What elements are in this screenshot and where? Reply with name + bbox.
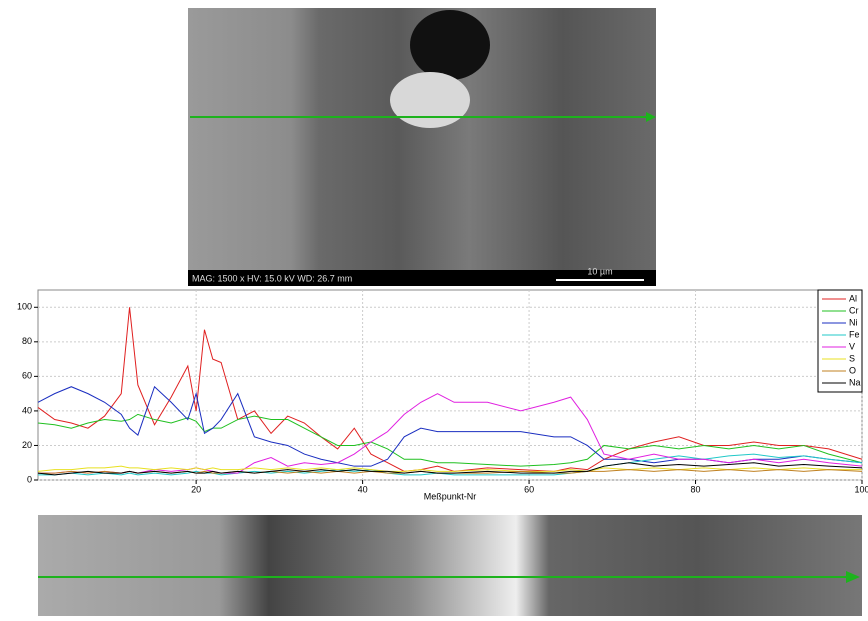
legend-label: V: [849, 341, 855, 351]
legend-label: Ni: [849, 317, 858, 327]
y-tick-label: 0: [27, 474, 32, 484]
x-tick-label: 40: [358, 484, 368, 494]
legend-label: S: [849, 353, 855, 363]
x-axis-label: Meßpunkt-Nr: [424, 491, 477, 501]
image-info: MAG: 1500 x HV: 15.0 kV WD: 26.7 mm: [192, 273, 352, 283]
legend-label: Cr: [849, 305, 859, 315]
y-tick-label: 80: [22, 336, 32, 346]
legend-label: O: [849, 365, 856, 375]
legend-label: Fe: [849, 329, 860, 339]
y-tick-label: 60: [22, 371, 32, 381]
scale-label: 10 µm: [587, 266, 612, 276]
legend-label: Al: [849, 293, 857, 303]
legend-label: Na: [849, 377, 861, 387]
x-tick-label: 60: [524, 484, 534, 494]
plot-area: [38, 290, 862, 480]
y-tick-label: 100: [17, 302, 32, 312]
chart: 0 20 40 60 80 100 20 40 60 80 100 Al Cr Ni Fe VSO Na: [17, 290, 868, 494]
y-tick-label: 20: [22, 440, 32, 450]
page: MAG: 1500 x HV: 15.0 kV WD: 26.7 mm 10 µ…: [0, 0, 868, 616]
x-tick-label: 20: [191, 484, 201, 494]
x-tick-label: 80: [691, 484, 701, 494]
x-tick-label: 100: [854, 484, 868, 494]
sem-image: MAG: 1500 x HV: 15.0 kV WD: 26.7 mm 10 µ…: [188, 8, 656, 286]
y-tick-label: 40: [22, 405, 32, 415]
sem-strip: [38, 515, 862, 616]
